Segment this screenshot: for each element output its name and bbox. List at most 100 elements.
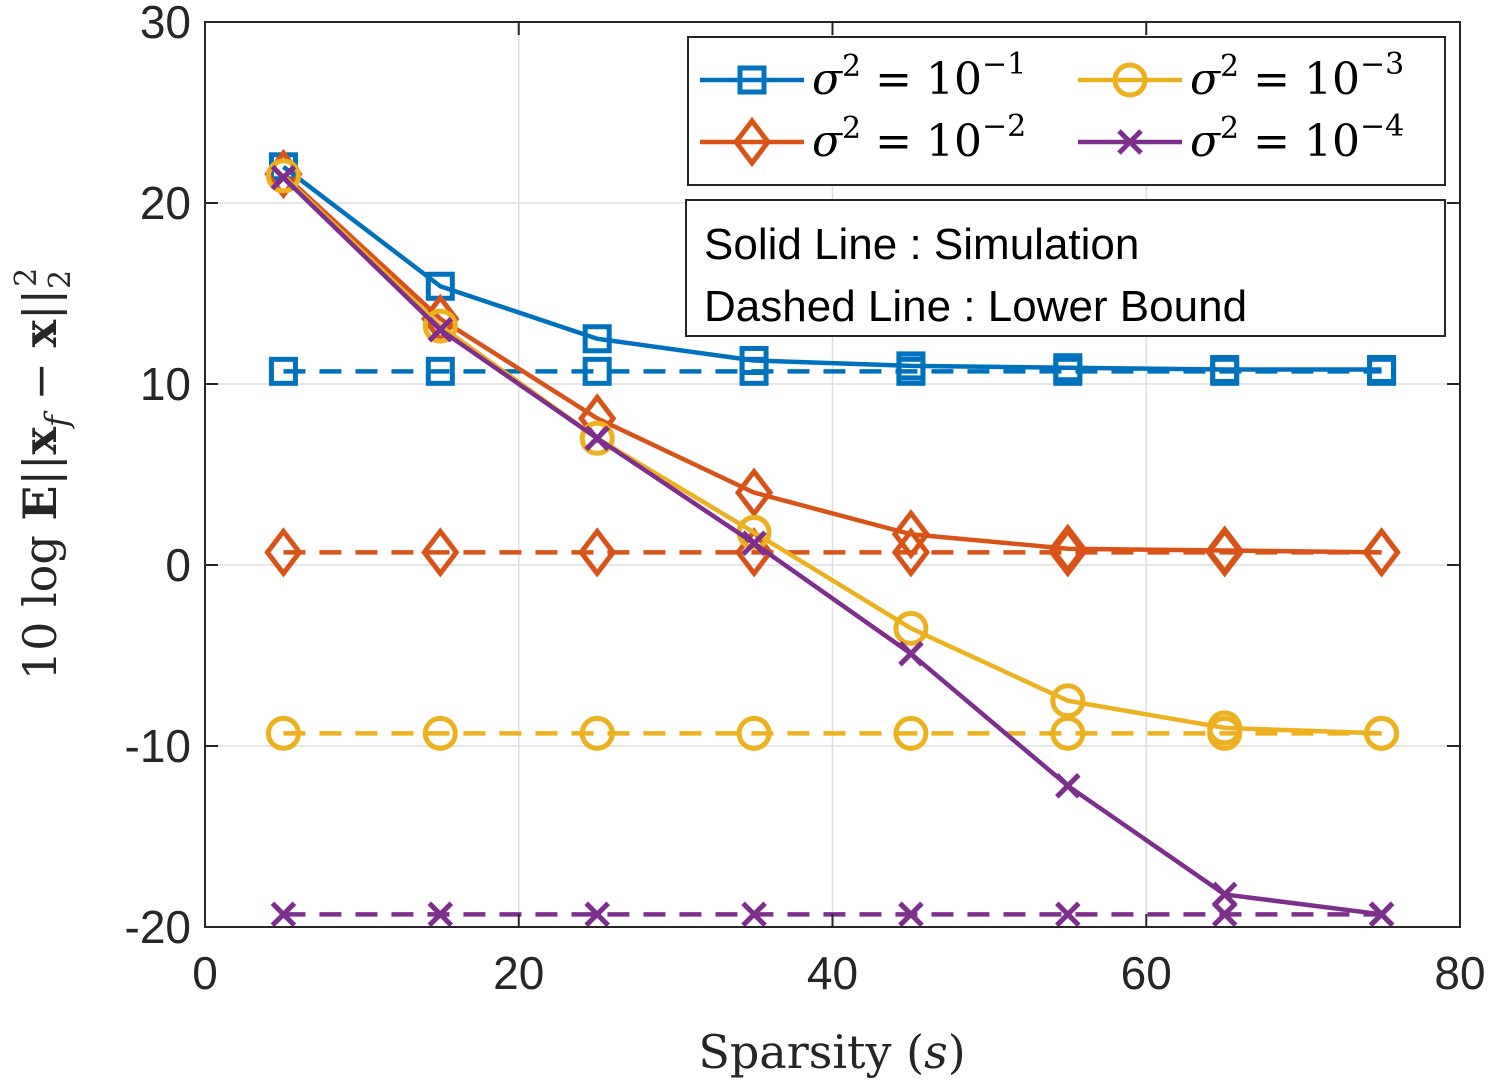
legend-label: σ2 = 10−4 [1190,109,1404,167]
lower-bound-point [422,715,458,751]
lower-bound-point [270,901,297,928]
lower-bound-point [427,901,454,928]
x-tick-label: 60 [1121,947,1172,999]
simulation-point [891,509,931,560]
lower-bound-point [584,901,610,928]
series-simulation-4 [270,164,1395,928]
simulation-point-stroke [1368,901,1395,928]
y-tick-label: -20 [125,901,191,953]
lower-bound-point-stroke [427,901,454,928]
lower-bound-point [579,715,615,751]
lower-bound-point [265,715,301,751]
x-tick-label: 40 [807,947,858,999]
series-layer [264,148,1401,928]
lower-bound-point [582,356,612,386]
lower-bound-point [578,527,617,578]
lower-bound-point-stroke [1211,901,1238,928]
annotation-solid: Solid Line : Simulation [704,220,1139,269]
legend-entry-1: σ2 = 10−1 [700,47,1026,105]
legend-marker-stroke [1117,129,1143,155]
simulation-point [1362,527,1401,578]
legend-marker [737,65,767,95]
simulation-point-stroke [1055,773,1081,799]
simulation-point [579,420,615,456]
simulation-point [1050,683,1086,719]
lower-bound-point-stroke [898,901,924,928]
lower-bound-point-stroke [584,901,610,928]
simulation-point [270,164,297,191]
simulation-point [584,425,610,452]
legend-label: σ2 = 10−2 [812,109,1026,167]
simulation-point-stroke [1211,881,1238,908]
simulation-line [281,176,1382,917]
y-tick-label: 30 [140,0,191,48]
lower-bound-point [421,527,460,578]
simulation-point [1205,525,1244,576]
legend-marker [732,116,772,168]
legend: σ2 = 10−1σ2 = 10−2 σ2 = 10−3σ2 = 10−4 [687,36,1446,186]
lower-bound-point [1055,901,1081,928]
simulation-point [1211,881,1238,908]
legend-label: σ2 = 10−3 [1190,47,1404,105]
simulation-point [1368,901,1395,928]
y-tick-label: 0 [165,539,191,591]
legend-marker [1112,62,1148,98]
simulation-point [1364,715,1400,751]
simulation-point-stroke [741,530,767,557]
lower-bound-point [1050,715,1086,751]
ticks: 0 20 40 60 80 -20 -10 0 10 20 30 [125,0,1486,999]
lower-bound-point [898,901,924,928]
lower-bound-point [1211,901,1238,928]
x-tick-label: 0 [192,947,218,999]
simulation-point-stroke [427,316,454,343]
legend-entry-4: σ2 = 10−4 [1078,109,1404,167]
lower-bound-point [736,715,772,751]
legend-box [687,36,1446,186]
lower-bound-point-stroke [741,901,767,928]
simulation-point [898,640,924,667]
y-axis-label: 10 log E||xf − x||22 [9,268,78,680]
series-simulation-3 [265,158,1400,751]
simulation-point [734,467,774,518]
x-axis-label: Sparsity (s) [698,1025,965,1079]
simulation-point [582,324,612,354]
lower-bound-point-stroke [270,901,297,928]
legend-entry-3: σ2 = 10−3 [1078,47,1404,105]
simulation-point [896,351,926,381]
simulation-point [427,316,454,343]
lower-bound-point [893,715,929,751]
simulation-point [739,345,769,375]
simulation-point-stroke [270,164,297,191]
simulation-point [1053,353,1083,383]
legend-marker [1117,129,1143,155]
lower-bound-point [264,527,303,578]
lower-bound-point [425,356,455,386]
lower-bound-point-stroke [1055,901,1081,928]
simulation-line [282,165,1382,372]
simulation-point [265,158,301,194]
y-tick-label: -10 [125,720,191,772]
simulation-point [1055,773,1081,799]
legend-entry-2: σ2 = 10−2 [700,109,1026,168]
simulation-point-stroke [584,425,610,452]
y-tick-label: 20 [140,177,191,229]
y-tick-label: 10 [140,358,191,410]
simulation-point [741,530,767,557]
simulation-point-stroke [898,640,924,667]
lower-bound-point [741,901,767,928]
annotation-box: Solid Line : Simulation Dashed Line : Lo… [685,199,1446,337]
x-tick-label: 80 [1434,947,1485,999]
simulation-point [422,308,458,344]
x-tick-label: 20 [493,947,544,999]
simulation-point [1048,523,1087,574]
simulation-point [1207,710,1243,746]
simulation-point [1210,355,1240,385]
legend-label: σ2 = 10−1 [812,47,1026,105]
annotation-dashed: Dashed Line : Lower Bound [704,282,1247,331]
simulation-line [281,174,1382,736]
lower-bound-point [268,356,298,386]
simulation-line [281,172,1382,555]
simulation-point [893,610,929,646]
simulation-point [1367,355,1397,385]
